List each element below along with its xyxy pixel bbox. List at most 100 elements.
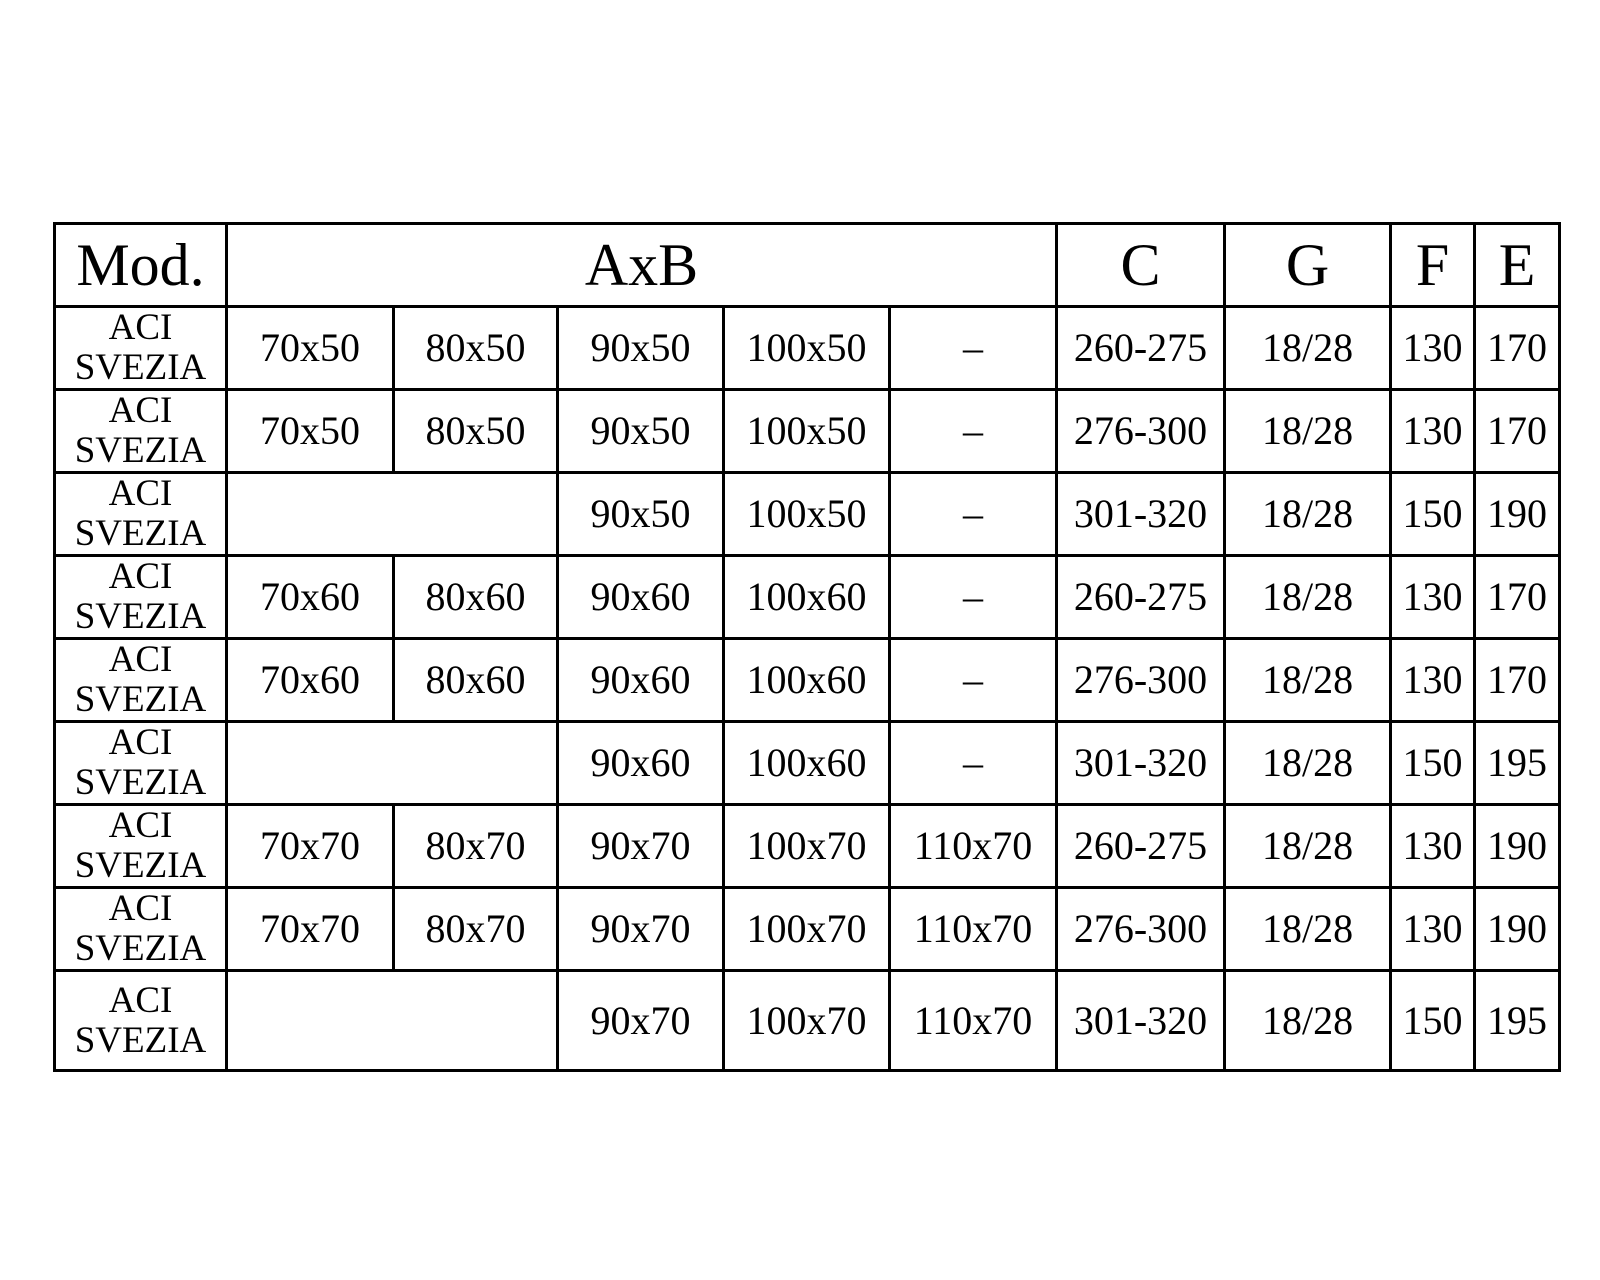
f-cell: 130 bbox=[1389, 554, 1477, 640]
table-header-row: Mod. AxB C G F E bbox=[53, 222, 1562, 308]
f-cell: 130 bbox=[1389, 637, 1477, 723]
size-cell: 80x50 bbox=[392, 305, 559, 391]
c-cell: 301-320 bbox=[1055, 471, 1227, 557]
size-cell: 90x50 bbox=[556, 388, 725, 474]
size-cell: 110x70 bbox=[887, 886, 1059, 972]
size-cell-dash: – bbox=[887, 720, 1059, 806]
c-cell: 301-320 bbox=[1055, 969, 1227, 1072]
g-cell: 18/28 bbox=[1223, 305, 1393, 391]
e-cell: 190 bbox=[1473, 471, 1562, 557]
size-cell: 80x60 bbox=[392, 554, 559, 640]
size-cell: 90x70 bbox=[556, 969, 725, 1072]
table-row: ACI SVEZIA 90x60 100x60 – 301-320 18/28 … bbox=[53, 720, 1562, 806]
size-cell: 80x60 bbox=[392, 637, 559, 723]
table-row: ACI SVEZIA 70x70 80x70 90x70 100x70 110x… bbox=[53, 803, 1562, 889]
header-f: F bbox=[1389, 222, 1477, 308]
model-cell: ACI SVEZIA bbox=[53, 554, 228, 640]
size-cell: 110x70 bbox=[887, 803, 1059, 889]
size-cell: 110x70 bbox=[887, 969, 1059, 1072]
size-cell-empty bbox=[225, 720, 559, 806]
size-cell: 100x50 bbox=[722, 471, 891, 557]
model-cell: ACI SVEZIA bbox=[53, 969, 228, 1072]
f-cell: 150 bbox=[1389, 720, 1477, 806]
size-cell: 70x60 bbox=[225, 637, 395, 723]
model-cell: ACI SVEZIA bbox=[53, 388, 228, 474]
model-cell: ACI SVEZIA bbox=[53, 803, 228, 889]
size-cell: 90x70 bbox=[556, 803, 725, 889]
size-cell: 90x50 bbox=[556, 305, 725, 391]
e-cell: 170 bbox=[1473, 305, 1562, 391]
e-cell: 170 bbox=[1473, 554, 1562, 640]
model-cell: ACI SVEZIA bbox=[53, 637, 228, 723]
table-row: ACI SVEZIA 70x60 80x60 90x60 100x60 – 26… bbox=[53, 554, 1562, 640]
e-cell: 190 bbox=[1473, 803, 1562, 889]
size-cell: 70x60 bbox=[225, 554, 395, 640]
size-cell: 100x50 bbox=[722, 305, 891, 391]
size-cell: 70x70 bbox=[225, 803, 395, 889]
c-cell: 260-275 bbox=[1055, 554, 1227, 640]
c-cell: 260-275 bbox=[1055, 803, 1227, 889]
g-cell: 18/28 bbox=[1223, 803, 1393, 889]
model-cell: ACI SVEZIA bbox=[53, 305, 228, 391]
g-cell: 18/28 bbox=[1223, 471, 1393, 557]
header-g: G bbox=[1223, 222, 1393, 308]
size-cell: 70x50 bbox=[225, 305, 395, 391]
table-row: ACI SVEZIA 70x60 80x60 90x60 100x60 – 27… bbox=[53, 637, 1562, 723]
size-cell: 70x70 bbox=[225, 886, 395, 972]
header-e: E bbox=[1473, 222, 1562, 308]
c-cell: 276-300 bbox=[1055, 637, 1227, 723]
g-cell: 18/28 bbox=[1223, 720, 1393, 806]
size-cell-dash: – bbox=[887, 637, 1059, 723]
g-cell: 18/28 bbox=[1223, 969, 1393, 1072]
g-cell: 18/28 bbox=[1223, 388, 1393, 474]
e-cell: 170 bbox=[1473, 388, 1562, 474]
f-cell: 130 bbox=[1389, 388, 1477, 474]
table-row: ACI SVEZIA 90x50 100x50 – 301-320 18/28 … bbox=[53, 471, 1562, 557]
size-cell-dash: – bbox=[887, 554, 1059, 640]
e-cell: 195 bbox=[1473, 720, 1562, 806]
size-cell: 100x70 bbox=[722, 969, 891, 1072]
size-cell: 80x50 bbox=[392, 388, 559, 474]
table-row: ACI SVEZIA 90x70 100x70 110x70 301-320 1… bbox=[53, 969, 1562, 1072]
header-c: C bbox=[1055, 222, 1227, 308]
size-cell: 70x50 bbox=[225, 388, 395, 474]
c-cell: 260-275 bbox=[1055, 305, 1227, 391]
model-cell: ACI SVEZIA bbox=[53, 720, 228, 806]
size-cell-empty bbox=[225, 969, 559, 1072]
size-cell: 90x50 bbox=[556, 471, 725, 557]
header-mod: Mod. bbox=[53, 222, 228, 308]
c-cell: 276-300 bbox=[1055, 886, 1227, 972]
size-cell: 90x60 bbox=[556, 554, 725, 640]
table-row: ACI SVEZIA 70x50 80x50 90x50 100x50 – 26… bbox=[53, 305, 1562, 391]
model-cell: ACI SVEZIA bbox=[53, 886, 228, 972]
g-cell: 18/28 bbox=[1223, 886, 1393, 972]
e-cell: 170 bbox=[1473, 637, 1562, 723]
g-cell: 18/28 bbox=[1223, 637, 1393, 723]
size-cell-dash: – bbox=[887, 305, 1059, 391]
size-cell: 90x60 bbox=[556, 637, 725, 723]
size-cell: 90x70 bbox=[556, 886, 725, 972]
c-cell: 276-300 bbox=[1055, 388, 1227, 474]
table-row: ACI SVEZIA 70x70 80x70 90x70 100x70 110x… bbox=[53, 886, 1562, 972]
table-row: ACI SVEZIA 70x50 80x50 90x50 100x50 – 27… bbox=[53, 388, 1562, 474]
size-cell: 100x50 bbox=[722, 388, 891, 474]
size-cell: 80x70 bbox=[392, 886, 559, 972]
header-axb: AxB bbox=[224, 222, 1059, 308]
e-cell: 195 bbox=[1473, 969, 1562, 1072]
size-cell-dash: – bbox=[887, 388, 1059, 474]
f-cell: 130 bbox=[1389, 886, 1477, 972]
model-cell: ACI SVEZIA bbox=[53, 471, 228, 557]
size-cell: 90x60 bbox=[556, 720, 725, 806]
spec-table: Mod. AxB C G F E ACI SVEZIA 70x50 80x50 … bbox=[53, 222, 1562, 1072]
f-cell: 150 bbox=[1389, 969, 1477, 1072]
c-cell: 301-320 bbox=[1055, 720, 1227, 806]
size-cell: 100x60 bbox=[722, 720, 891, 806]
size-cell-empty bbox=[225, 471, 559, 557]
g-cell: 18/28 bbox=[1223, 554, 1393, 640]
size-cell: 100x60 bbox=[722, 637, 891, 723]
size-cell-dash: – bbox=[887, 471, 1059, 557]
e-cell: 190 bbox=[1473, 886, 1562, 972]
size-cell: 100x60 bbox=[722, 554, 891, 640]
f-cell: 150 bbox=[1389, 471, 1477, 557]
f-cell: 130 bbox=[1389, 305, 1477, 391]
